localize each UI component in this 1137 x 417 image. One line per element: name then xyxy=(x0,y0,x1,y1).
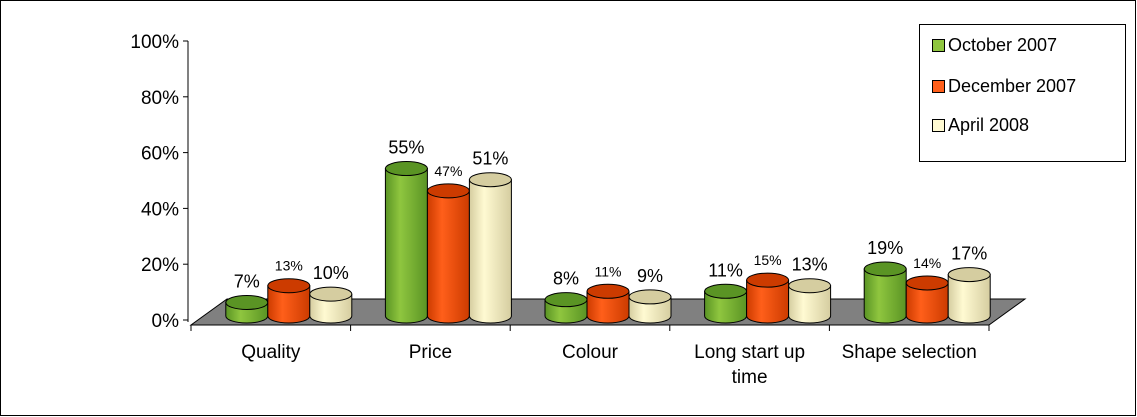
x-axis-tick-labels: Quality Price Colour Long start up time Shape… xyxy=(241,342,977,388)
legend-label-april-2008: April 2008 xyxy=(948,114,1030,135)
bar-april-2008-long-start-up-time xyxy=(788,278,832,324)
legend-item-april-2008: April 2008 xyxy=(932,113,1029,137)
bar-december-2007-quality xyxy=(267,278,311,324)
data-label-april-2008-price: 51% xyxy=(472,149,508,169)
data-label-april-2008-quality: 10% xyxy=(313,263,349,283)
y-tick-label: 100% xyxy=(130,32,179,53)
x-tick-label-price: Price xyxy=(409,342,452,363)
bar-series-group xyxy=(225,161,991,324)
data-label-april-2008-long-start-up-time: 13% xyxy=(792,255,828,275)
bar-april-2008-shape-selection xyxy=(947,267,991,324)
legend-label-december-2007: December 2007 xyxy=(948,75,1077,96)
bar-december-2007-shape-selection xyxy=(905,275,949,324)
x-tick-label-colour: Colour xyxy=(562,342,619,363)
bar-december-2007-price xyxy=(426,183,470,324)
bar-october-2007-colour xyxy=(544,292,588,324)
bar-october-2007-quality xyxy=(225,294,269,324)
data-label-december-2007-long-start-up-time: 15% xyxy=(754,252,782,268)
x-tick-label-long-start-up-time: Long start up time xyxy=(694,342,805,388)
x-tick-label-quality: Quality xyxy=(241,342,301,363)
y-tick-label: 0% xyxy=(152,311,180,332)
data-label-april-2008-shape-selection: 17% xyxy=(951,244,987,264)
bar-december-2007-colour xyxy=(586,283,630,324)
data-label-december-2007-colour: 11% xyxy=(595,263,622,279)
legend-item-october-2007: October 2007 xyxy=(932,33,1057,57)
data-label-october-2007-shape-selection: 19% xyxy=(867,238,903,258)
data-labels: 7% 13% 10% 55% 47% 51% 8% 11% 9% 11% 15% 13% 19% 14% 1… xyxy=(234,138,987,292)
data-label-december-2007-quality: 13% xyxy=(275,258,303,274)
data-label-october-2007-quality: 7% xyxy=(234,271,260,291)
y-tick-label: 80% xyxy=(141,88,179,109)
data-label-october-2007-long-start-up-time: 11% xyxy=(708,260,743,280)
legend-swatch-december-2007 xyxy=(932,79,945,93)
y-tick-label: 60% xyxy=(141,144,179,165)
legend-swatch-october-2007 xyxy=(932,38,945,52)
data-label-december-2007-price: 47% xyxy=(434,163,462,179)
bar-april-2008-colour xyxy=(628,289,672,324)
y-tick-label: 40% xyxy=(141,199,179,220)
bar-april-2008-price xyxy=(468,172,512,324)
data-label-october-2007-price: 55% xyxy=(388,138,424,158)
legend-item-december-2007: December 2007 xyxy=(932,74,1076,98)
data-label-october-2007-colour: 8% xyxy=(553,269,579,289)
data-label-april-2008-colour: 9% xyxy=(637,266,663,286)
bar-december-2007-long-start-up-time xyxy=(746,272,790,324)
bar-october-2007-long-start-up-time xyxy=(704,283,748,324)
bar-april-2008-quality xyxy=(309,286,353,324)
y-tick-label: 20% xyxy=(141,255,179,276)
legend-label-october-2007: October 2007 xyxy=(948,34,1058,55)
legend: October 2007 December 2007 April 2008 xyxy=(919,24,1126,162)
y-axis-ticks: 0% 20% 40% 60% 80% 100% xyxy=(130,32,189,332)
data-label-december-2007-shape-selection: 14% xyxy=(913,255,941,271)
bar-october-2007-shape-selection xyxy=(863,261,907,324)
legend-swatch-april-2008 xyxy=(932,118,945,132)
bar-october-2007-price xyxy=(384,161,428,324)
x-tick-label-shape-selection: Shape selection xyxy=(842,342,977,363)
